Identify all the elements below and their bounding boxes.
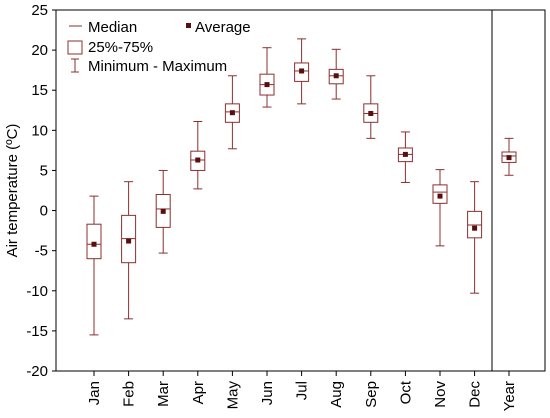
legend-median-label: Median [88,19,137,36]
box-feb [121,181,137,320]
mean-marker [368,110,374,116]
y-tick-label: 20 [31,42,48,59]
x-tick-label: Aug [328,381,345,408]
x-tick-labels: Jan Feb Mar Apr May Jun Jul Aug Sep Oct Nov Dec Year [86,380,518,411]
mean-marker [229,110,235,116]
legend-whisker-swatch [71,58,79,73]
y-tick-label: -10 [26,283,48,300]
x-tick-label: May [224,381,241,410]
box-may [224,75,240,150]
y-axis-label: Air temperature (ºC) [4,124,21,258]
x-tick-label: Dec [467,381,484,408]
y-tick-label: -15 [26,323,48,340]
box-dec [467,181,483,294]
box-nov [432,169,448,247]
x-tick-label: Sep [363,381,380,408]
mean-marker [91,241,97,247]
box-jul [294,38,310,105]
x-tick-label: Nov [432,381,449,408]
x-tick-label: Jul [294,381,311,400]
plot-area [55,9,546,372]
x-tick-label: Jan [86,381,103,405]
legend-box-label: 25%-75% [88,39,153,56]
box-series [86,38,517,336]
x-ticks [93,371,510,376]
y-tick-label: 0 [40,203,48,220]
y-tick-label: 25 [31,2,48,19]
mean-marker [160,208,166,214]
y-ticks [52,9,56,372]
box-apr [190,121,206,190]
x-tick-label: Mar [155,381,172,407]
mean-marker [402,151,408,157]
legend-average-label: Average [195,19,251,36]
y-tick-label: 10 [31,122,48,139]
mean-marker [299,68,305,74]
box-year [501,137,517,176]
box-mar [155,169,171,254]
legend-box-swatch [67,40,83,55]
mean-marker [472,225,478,231]
y-tick-label: -5 [35,243,48,260]
x-tick-label: Oct [397,380,414,404]
box-jan [86,195,102,336]
y-tick-labels: -20 -15 -10 -5 0 5 10 15 20 25 [26,2,48,380]
y-tick-label: -20 [26,363,48,380]
legend-whisker-label: Minimum - Maximum [88,58,227,75]
legend-average-swatch [186,23,191,28]
mean-marker [437,193,443,199]
mean-marker [126,238,132,244]
iqr-box [86,223,102,260]
x-tick-label: Apr [190,381,207,404]
box-jun [259,47,275,108]
box-aug [328,48,344,100]
mean-marker [506,155,512,161]
mean-marker [264,82,270,88]
y-tick-label: 5 [40,162,48,179]
mean-marker [333,73,339,79]
box-sep [363,75,379,139]
x-tick-label: Feb [121,381,138,407]
legend: Median Average 25%-75% Minimum - Maximum [67,19,251,75]
x-tick-label: Jun [259,381,276,405]
y-tick-label: 15 [31,82,48,99]
box-oct [397,131,413,183]
x-tick-label: Year [501,381,518,411]
mean-marker [195,157,201,163]
